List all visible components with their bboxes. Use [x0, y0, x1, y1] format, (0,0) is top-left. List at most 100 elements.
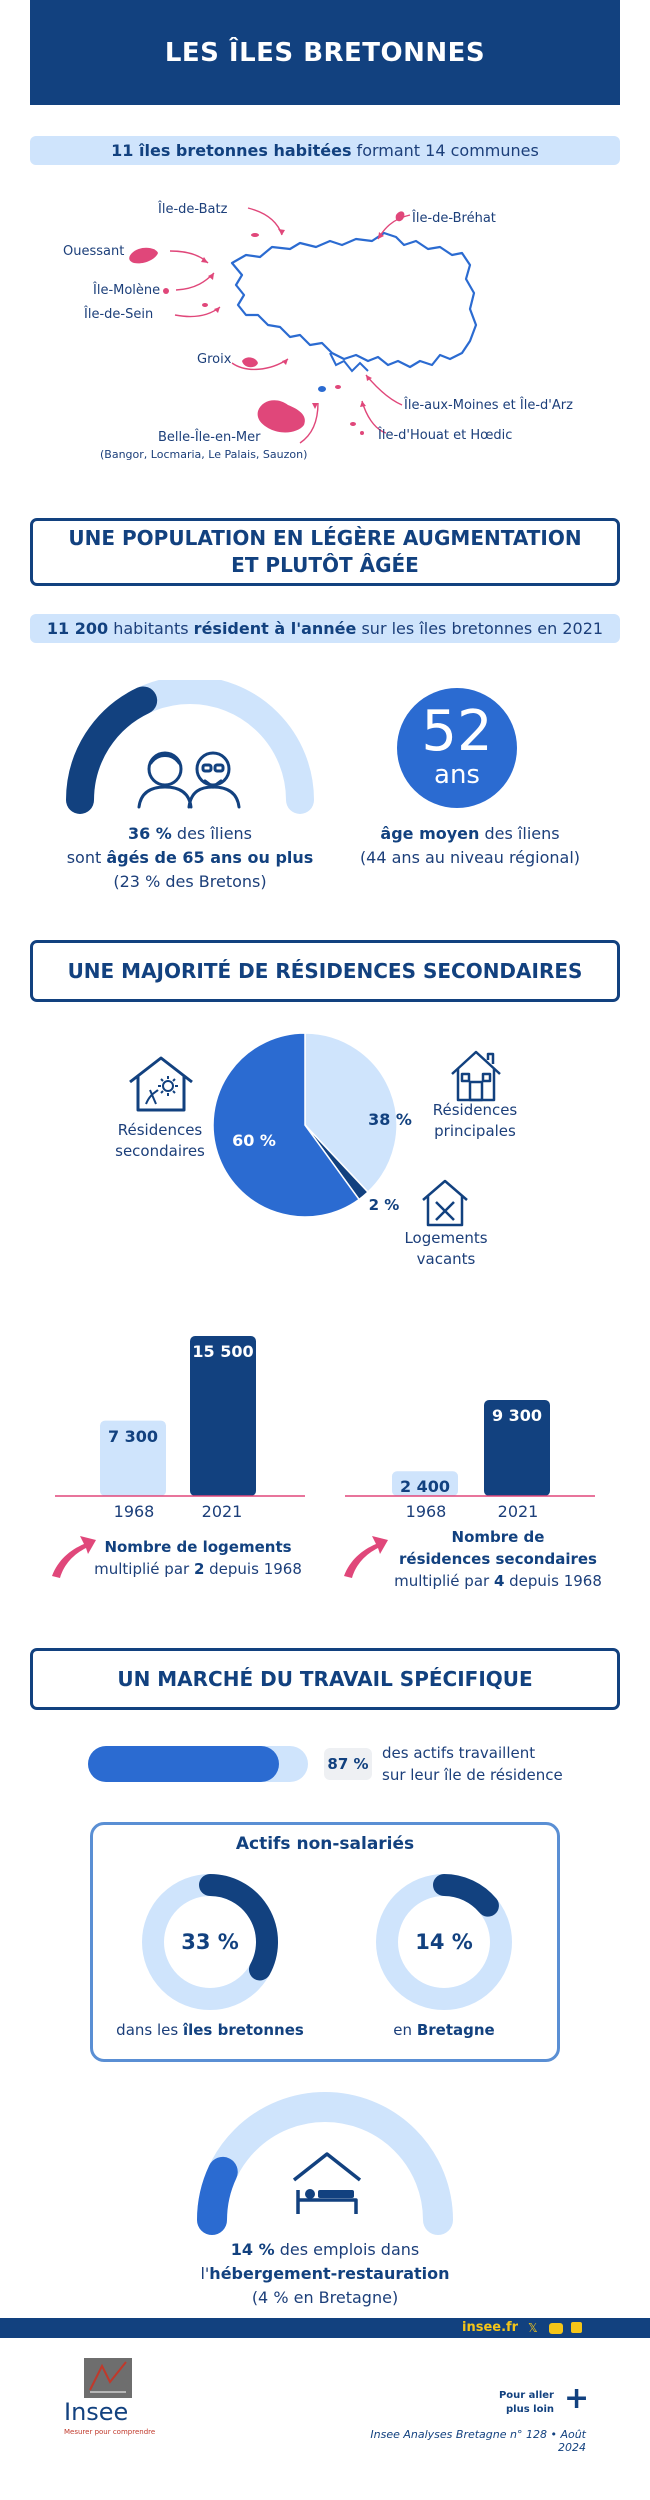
- intro-bold: 11 îles bretonnes habitées: [111, 141, 352, 160]
- elderly-couple-icon: [137, 751, 241, 809]
- bar-1-2021: [190, 1336, 256, 1496]
- tourism-text: 14 % des emplois dans l'hébergement-rest…: [150, 2238, 500, 2310]
- bar-1-1968-label: 7 300: [107, 1426, 159, 1446]
- label-houat-hoedic: Île-d'Houat et Hœdic: [378, 428, 513, 443]
- local-work-bar-fill: [88, 1746, 280, 1782]
- island-hoedic: [360, 431, 364, 435]
- island-batz: [251, 233, 259, 237]
- local-work-text1: des actifs travaillent: [382, 1744, 536, 1762]
- population-title-line2: ET PLUTÔT ÂGÉE: [231, 553, 419, 577]
- insee-logo-mark: [84, 2358, 132, 2398]
- intro-rest: formant 14 communes: [351, 141, 539, 160]
- label-batz: Île-de-Batz: [158, 202, 228, 217]
- islands-donut: [142, 1874, 278, 2010]
- pill-text1: habitants: [108, 619, 194, 638]
- seniors-text: 36 % des îliens sont âgés de 65 ans ou p…: [40, 822, 340, 894]
- legend-principales-l1: Résidences: [432, 1101, 518, 1119]
- holiday-house-icon: [129, 1056, 193, 1112]
- pill-population-count: 11 200: [46, 619, 109, 638]
- pie-slice-principales: [304, 1032, 398, 1194]
- pill-text2: sur les îles bretonnes en 2021: [356, 619, 604, 638]
- vacant-house-icon: [422, 1179, 468, 1227]
- bar-1-2021-label: 15 500: [192, 1342, 254, 1361]
- twitter-icon[interactable]: 𝕏: [528, 2321, 538, 2335]
- average-age-unit: ans: [434, 760, 480, 790]
- caption-secondaires-pre: multiplié par: [394, 1572, 494, 1590]
- caption-secondaires: Nombre de résidences secondaires multipl…: [378, 1526, 618, 1592]
- seniors-line1: des îliens: [171, 824, 253, 843]
- page-title: LES ÎLES BRETONNES: [30, 0, 620, 105]
- bar2-year-1968: 1968: [405, 1502, 447, 1521]
- brittany-map: [129, 207, 478, 444]
- islands-caption-bold: îles bretonnes: [182, 2021, 304, 2039]
- more-info-link[interactable]: Pour aller plus loin: [490, 2389, 554, 2417]
- bretagne-donut-label: 14 %: [415, 1930, 473, 1954]
- tourism-gauge: [197, 2092, 453, 2235]
- bretagne-donut-caption: en Bretagne: [334, 2018, 554, 2042]
- legend-vacants-l1: Logements: [404, 1229, 488, 1247]
- population-title-line1: UNE POPULATION EN LÉGÈRE AUGMENTATION: [68, 526, 582, 550]
- label-moines-arz: Île-aux-Moines et Île-d'Arz: [404, 398, 573, 413]
- average-age-value: 52: [421, 699, 493, 764]
- growth-arrow-icon: [344, 1536, 388, 1578]
- main-house-icon: [451, 1050, 501, 1102]
- islands-donut-caption: dans les îles bretonnes: [100, 2018, 320, 2042]
- pie-slice-secondaires: [212, 1032, 361, 1218]
- housing-title: UNE MAJORITÉ DE RÉSIDENCES SECONDAIRES: [30, 940, 620, 1002]
- island-belle-ile: [257, 400, 305, 433]
- housing-pie: [212, 1032, 398, 1218]
- pill-bold-resident: résident à l'année: [193, 619, 357, 638]
- footer-strip: [0, 2318, 650, 2338]
- bretagne-caption-bold: Bretagne: [416, 2021, 495, 2039]
- age-bold: âge moyen: [380, 824, 480, 843]
- self-employed-title: Actifs non-salariés: [235, 1834, 415, 1854]
- hotel-bed-icon: [292, 2152, 362, 2214]
- population-pill: 11 200 habitants résident à l'année sur …: [30, 614, 620, 643]
- label-brehat: Île-de-Bréhat: [412, 211, 496, 226]
- island-molene: [163, 288, 169, 294]
- island-ouessant: [129, 247, 158, 264]
- caption-secondaires-title2: résidences secondaires: [399, 1550, 597, 1568]
- linkedin-icon[interactable]: [571, 2322, 582, 2333]
- caption-logements-factor: 2: [193, 1560, 205, 1578]
- population-title: UNE POPULATION EN LÉGÈRE AUGMENTATION ET…: [30, 518, 620, 586]
- islands-caption-pre: dans les: [116, 2021, 183, 2039]
- caption-logements-post: depuis 1968: [204, 1560, 302, 1578]
- housing-bar-charts: [55, 1336, 595, 1497]
- local-work-pct: 87 %: [324, 1748, 372, 1780]
- island-moines: [318, 386, 326, 392]
- insee-tagline: Mesurer pour comprendre: [64, 2428, 156, 2436]
- caption-logements-title: Nombre de logements: [104, 1538, 292, 1556]
- label-belle-ile-communes: (Bangor, Locmaria, Le Palais, Sauzon): [100, 448, 308, 461]
- insee-logo: Insee: [64, 2398, 129, 2426]
- tourism-line2-bold: hébergement-restauration: [209, 2264, 450, 2283]
- legend-secondaires-l1: Résidences: [117, 1121, 203, 1139]
- caption-logements: Nombre de logements multiplié par 2 depu…: [88, 1536, 308, 1580]
- tourism-line3: (4 % en Bretagne): [251, 2288, 399, 2307]
- caption-secondaires-title1: Nombre de: [451, 1528, 545, 1546]
- tourism-gauge-fill: [197, 2156, 238, 2235]
- bar-2-2021-label: 9 300: [491, 1406, 543, 1425]
- bar-2-1968-label: 2 400: [399, 1477, 451, 1497]
- legend-vacants: Logements vacants: [386, 1228, 506, 1270]
- bretagne-donut: [376, 1874, 512, 2010]
- islands-donut-label: 33 %: [181, 1930, 239, 1954]
- average-age-badge: 52 ans: [397, 688, 517, 808]
- age-line1: des îliens: [479, 824, 560, 843]
- youtube-icon[interactable]: [549, 2323, 563, 2334]
- pie-label-vacants: 2 %: [364, 1196, 404, 1214]
- growth-arrow-icon: [52, 1536, 96, 1578]
- footer-site-link[interactable]: insee.fr: [462, 2320, 519, 2335]
- island-groix: [242, 357, 258, 368]
- more-info-l1: Pour aller: [498, 2390, 554, 2401]
- legend-principales: Résidences principales: [415, 1100, 535, 1142]
- publication-ref: Insee Analyses Bretagne n° 128 • Août 20…: [370, 2428, 586, 2454]
- plus-icon[interactable]: +: [564, 2381, 590, 2416]
- legend-principales-l2: principales: [434, 1122, 516, 1140]
- island-houat: [350, 422, 356, 426]
- seniors-line2-bold: âgés de 65 ans ou plus: [106, 848, 314, 867]
- bar1-year-1968: 1968: [113, 1502, 155, 1521]
- bretagne-caption-pre: en: [393, 2021, 417, 2039]
- bar-2-2021: [484, 1400, 550, 1496]
- legend-secondaires-l2: secondaires: [115, 1142, 205, 1160]
